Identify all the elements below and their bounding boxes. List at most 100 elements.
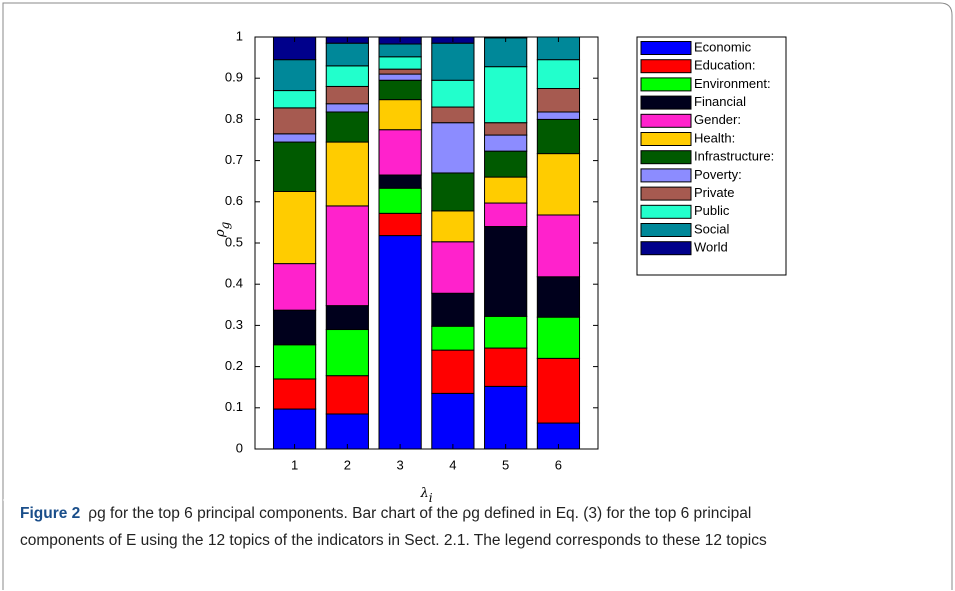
legend-label: Private — [694, 185, 734, 200]
bar-segment — [272, 408, 317, 450]
bar-segment — [378, 235, 422, 450]
y-tick-label: 0.7 — [225, 152, 243, 167]
caption-text: ρg for the top 6 principal components. B… — [88, 505, 751, 522]
legend-swatch — [640, 223, 692, 237]
bar-segment — [484, 176, 528, 204]
bar-segment — [272, 107, 317, 135]
caption-line: components of E using the 12 topics of t… — [20, 532, 767, 549]
bar-segment — [536, 88, 581, 113]
legend-swatch — [640, 59, 692, 74]
legend-label: Social — [694, 221, 730, 236]
bar-segment — [536, 59, 581, 89]
legend-label: Economic — [694, 39, 752, 54]
legend-swatch — [640, 168, 692, 183]
y-tick-label: 0.1 — [225, 399, 243, 414]
legend-swatch — [640, 113, 692, 128]
bar-segment — [325, 85, 369, 105]
bar-segment — [272, 263, 317, 311]
x-axis-label: λi — [420, 486, 433, 505]
legend-label: Education: — [694, 58, 755, 73]
y-tick-label: 0.4 — [225, 276, 243, 291]
bar-segment — [484, 202, 528, 228]
legend-swatch — [640, 77, 692, 92]
bar-segment — [378, 129, 422, 176]
bar-segment — [484, 134, 528, 152]
bar-segment — [325, 65, 369, 87]
x-tick-label: 3 — [396, 457, 403, 472]
x-axis-label-sub: i — [429, 491, 433, 505]
legend-label: Infrastructure: — [694, 149, 774, 164]
x-tick-label: 1 — [291, 457, 298, 472]
bar-segment — [536, 111, 581, 120]
bar-segment — [378, 174, 422, 189]
bar-segment — [325, 42, 369, 67]
bar-segment — [536, 316, 581, 359]
legend-label: Environment: — [694, 76, 771, 91]
y-axis-label: ρg — [213, 221, 232, 238]
bar-segment — [378, 56, 422, 70]
bar-segment — [431, 349, 475, 394]
y-tick-label: 0.5 — [225, 234, 243, 249]
y-tick-label: 0.6 — [225, 193, 243, 208]
x-tick-label: 4 — [449, 457, 456, 472]
x-tick-label: 6 — [555, 457, 562, 472]
bar-segment — [536, 276, 581, 318]
bar-segment — [536, 153, 581, 216]
x-tick-label: 5 — [502, 457, 509, 472]
legend-swatch — [640, 204, 692, 219]
bar-segment — [484, 315, 528, 349]
bar-segment — [431, 172, 475, 212]
x-tick-label: 2 — [344, 457, 351, 472]
y-axis-label-base: ρ — [213, 229, 228, 238]
y-tick-label: 0.9 — [225, 70, 243, 85]
bar-segment — [431, 292, 475, 327]
legend-swatch — [640, 132, 692, 146]
bar-segment — [272, 59, 317, 92]
bar-segment — [325, 305, 369, 331]
legend-swatch — [640, 95, 692, 110]
y-tick-label: 1 — [236, 28, 243, 43]
bar-segment — [325, 375, 369, 415]
y-tick-label: 0.8 — [225, 111, 243, 126]
bar-segment — [378, 187, 422, 214]
y-axis-label-sub: g — [218, 221, 232, 229]
bar-segment — [431, 210, 475, 243]
bar-segment — [272, 191, 317, 265]
caption-line: Figure 2 ρg for the top 6 principal compo… — [20, 505, 751, 522]
bar-segment — [484, 122, 528, 136]
bar-segment — [272, 309, 317, 346]
legend-label: Poverty: — [694, 167, 742, 182]
bar-segment — [272, 141, 317, 192]
x-axis-label-base: λ — [420, 486, 429, 501]
legend-label: Gender: — [694, 112, 741, 127]
legend-swatch — [640, 41, 692, 55]
bar-segment — [536, 357, 581, 424]
bar-segment — [272, 378, 317, 410]
bar-segment — [378, 79, 422, 101]
bar-segment — [484, 347, 528, 387]
y-tick-label: 0 — [236, 440, 243, 455]
bar-segment — [484, 226, 528, 317]
bar-segment — [378, 212, 422, 237]
bar-segment — [431, 122, 475, 174]
bar-segment — [431, 42, 475, 81]
bar-segment — [431, 241, 475, 294]
bar-segment — [325, 111, 369, 143]
bar-segment — [325, 205, 369, 307]
y-tick-label: 0.2 — [225, 358, 243, 373]
legend-label: Public — [694, 203, 730, 218]
bar-segment — [378, 99, 422, 131]
bar-segment — [431, 79, 475, 108]
bar-segment — [484, 37, 528, 68]
bar-segment — [484, 385, 528, 450]
bar-segment — [431, 325, 475, 351]
bar-segment — [431, 392, 475, 450]
bar-segment — [484, 66, 528, 124]
bar-segment — [484, 150, 528, 178]
legend-swatch — [640, 150, 692, 165]
legend-label: Health: — [694, 130, 735, 145]
bar-segment — [325, 413, 369, 450]
bar-segment — [325, 103, 369, 113]
